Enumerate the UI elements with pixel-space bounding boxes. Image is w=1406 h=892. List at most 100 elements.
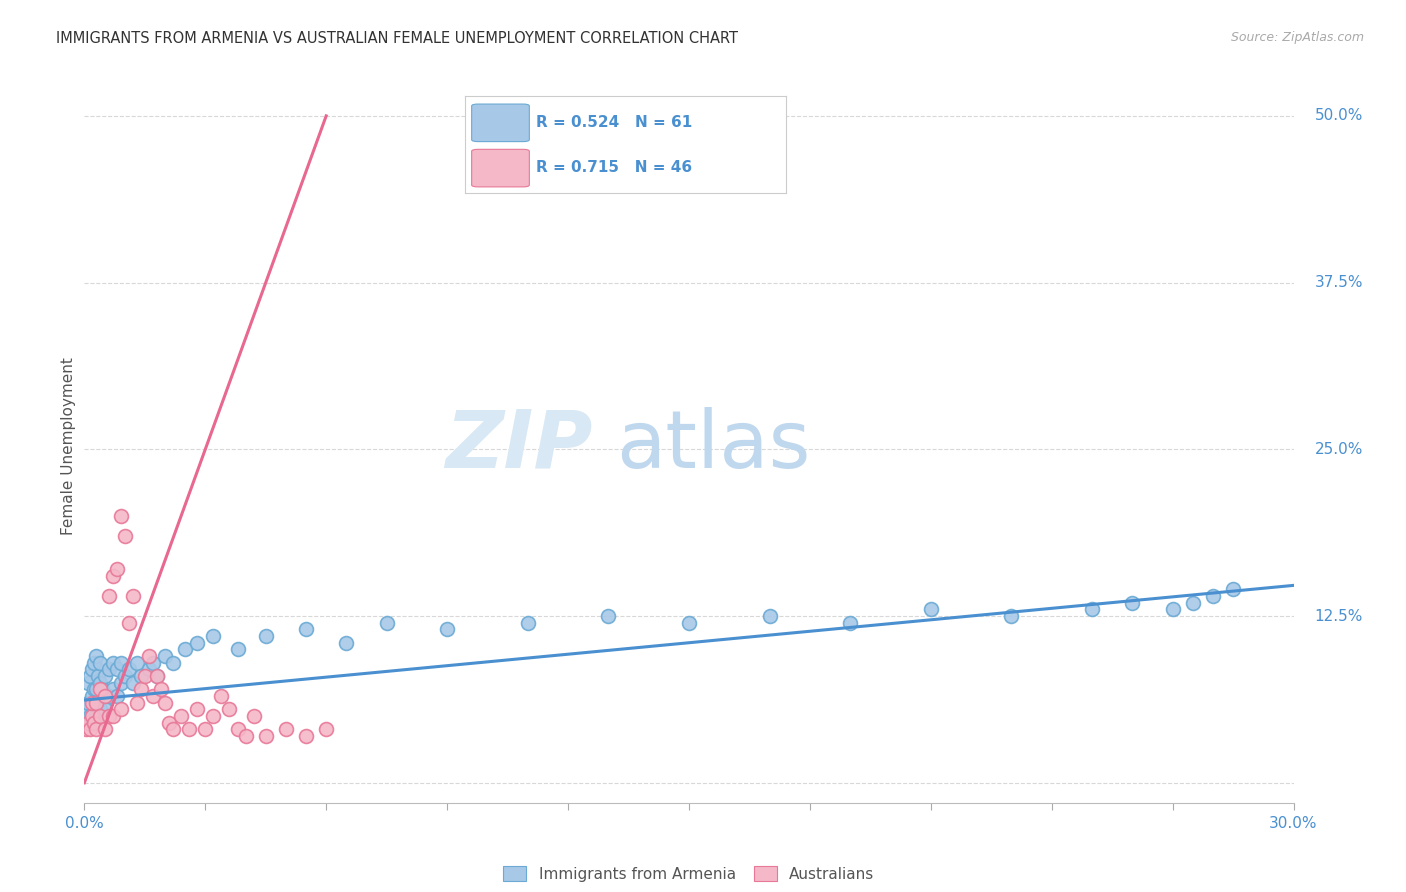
Point [77, 675, 100, 690]
Text: 37.5%: 37.5% [1315, 275, 1362, 290]
Point [86, 649, 108, 664]
Point [101, 709, 124, 723]
Point [82, 709, 104, 723]
Point [101, 656, 124, 670]
Point [202, 629, 225, 643]
Point [254, 729, 277, 743]
Point [86, 723, 108, 737]
Point [335, 636, 357, 650]
Point [89, 702, 111, 716]
Point [79, 709, 101, 723]
Point [89, 675, 111, 690]
Point [91, 682, 114, 697]
Point [274, 723, 297, 737]
Point [93, 723, 115, 737]
Point [101, 569, 124, 583]
Point [114, 529, 136, 543]
Point [678, 615, 700, 630]
Point [920, 602, 942, 616]
Y-axis label: Female Unemployment: Female Unemployment [60, 357, 76, 535]
Point [97, 689, 120, 703]
Point [179, 723, 201, 737]
Point [82, 662, 104, 676]
Point [110, 702, 132, 716]
Point [1000, 609, 1022, 624]
Point [1081, 602, 1104, 616]
Point [1181, 596, 1204, 610]
Point [121, 589, 143, 603]
Point [218, 702, 240, 716]
Point [174, 642, 197, 657]
Text: ZIP: ZIP [444, 407, 592, 485]
Point [105, 562, 128, 576]
Point [97, 709, 120, 723]
Point [89, 682, 111, 697]
Point [125, 696, 148, 710]
Point [157, 715, 180, 730]
Point [110, 656, 132, 670]
Point [149, 682, 172, 697]
Point [129, 682, 152, 697]
Point [87, 696, 110, 710]
Point [134, 669, 156, 683]
Point [162, 723, 184, 737]
Point [75, 702, 97, 716]
Point [83, 682, 105, 697]
Point [153, 696, 176, 710]
Point [254, 629, 277, 643]
Point [839, 615, 862, 630]
Point [194, 723, 217, 737]
Text: 25.0%: 25.0% [1315, 442, 1362, 457]
Point [82, 696, 104, 710]
Point [93, 669, 115, 683]
Point [142, 689, 165, 703]
Point [598, 609, 620, 624]
Text: 12.5%: 12.5% [1315, 608, 1362, 624]
Point [83, 715, 105, 730]
Point [118, 662, 141, 676]
Text: IMMIGRANTS FROM ARMENIA VS AUSTRALIAN FEMALE UNEMPLOYMENT CORRELATION CHART: IMMIGRANTS FROM ARMENIA VS AUSTRALIAN FE… [56, 31, 738, 46]
Point [77, 715, 100, 730]
Point [202, 709, 225, 723]
Point [105, 689, 128, 703]
Point [186, 636, 208, 650]
Point [110, 675, 132, 690]
Point [79, 669, 101, 683]
Point [146, 669, 169, 683]
Point [226, 723, 249, 737]
Point [758, 609, 780, 624]
Point [82, 689, 104, 703]
Point [79, 723, 101, 737]
Point [138, 662, 160, 676]
Point [162, 656, 184, 670]
Point [146, 669, 169, 683]
Point [93, 702, 115, 716]
Point [101, 682, 124, 697]
Point [87, 669, 110, 683]
Text: 50.0%: 50.0% [1315, 108, 1362, 123]
Point [75, 723, 97, 737]
Point [153, 649, 176, 664]
Point [125, 656, 148, 670]
Point [235, 729, 257, 743]
Text: atlas: atlas [616, 407, 811, 485]
Point [97, 589, 120, 603]
Point [89, 709, 111, 723]
Point [129, 669, 152, 683]
Point [93, 689, 115, 703]
Point [121, 675, 143, 690]
Point [1222, 582, 1244, 597]
Point [82, 715, 104, 730]
Point [77, 696, 100, 710]
Point [1202, 589, 1225, 603]
Point [1121, 596, 1143, 610]
Point [186, 702, 208, 716]
Point [83, 656, 105, 670]
Point [86, 709, 108, 723]
Point [138, 649, 160, 664]
Legend: Immigrants from Armenia, Australians: Immigrants from Armenia, Australians [498, 860, 880, 888]
Point [89, 656, 111, 670]
Point [1161, 602, 1184, 616]
Point [170, 709, 193, 723]
Point [315, 723, 337, 737]
